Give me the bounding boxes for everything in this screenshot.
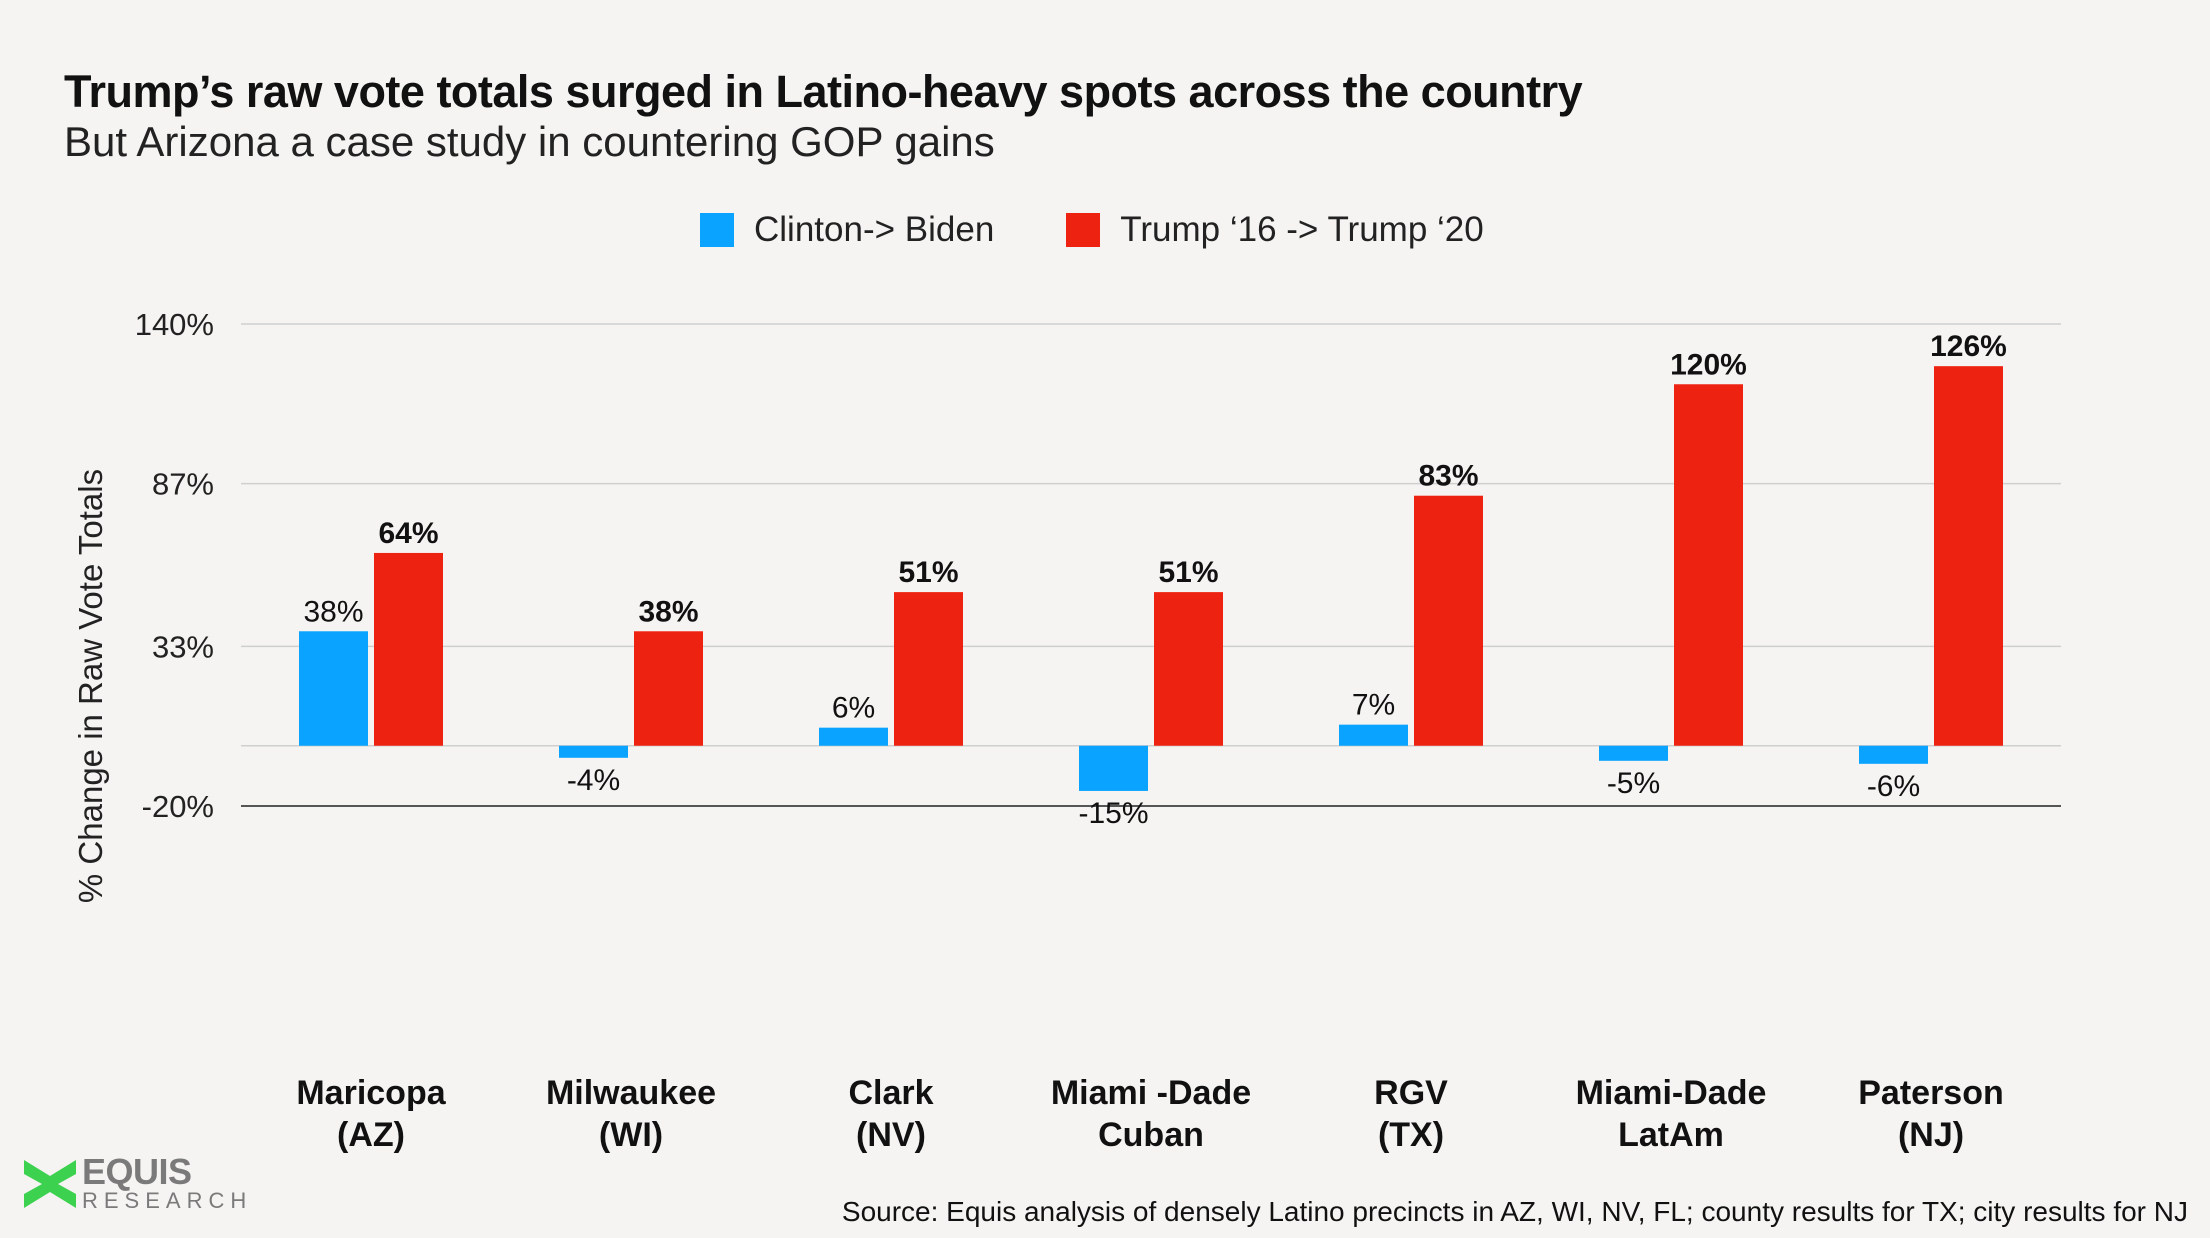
data-label: 6% bbox=[832, 692, 875, 725]
x-tick-label: Paterson bbox=[1858, 1074, 2004, 1112]
chart-title: Trump’s raw vote totals surged in Latino… bbox=[64, 66, 1583, 117]
x-tick-label: Miami -Dade bbox=[1051, 1074, 1251, 1112]
data-label: -4% bbox=[567, 764, 620, 797]
legend-swatch-blue bbox=[700, 213, 734, 247]
x-tick-label: Miami-Dade bbox=[1576, 1074, 1767, 1112]
x-tick-label: Clark bbox=[848, 1074, 933, 1112]
data-label: 7% bbox=[1352, 689, 1395, 722]
bar-biden bbox=[1079, 745, 1148, 791]
data-label: -5% bbox=[1607, 767, 1660, 800]
data-label: 126% bbox=[1930, 330, 2007, 363]
logo-sub: RESEARCH bbox=[82, 1188, 253, 1213]
legend-label: Trump ‘16 -> Trump ‘20 bbox=[1120, 210, 1484, 249]
legend-swatch-red bbox=[1066, 213, 1101, 247]
data-label: 64% bbox=[378, 517, 438, 550]
y-tick-label: -20% bbox=[142, 789, 214, 824]
x-tick-label: (NV) bbox=[856, 1116, 926, 1154]
data-label: 83% bbox=[1418, 460, 1478, 493]
bar-trump bbox=[374, 552, 443, 746]
x-tick-label: (AZ) bbox=[337, 1116, 405, 1154]
bar-biden bbox=[299, 631, 368, 746]
x-tick-label: (TX) bbox=[1378, 1116, 1444, 1154]
data-label: 120% bbox=[1670, 348, 1747, 381]
bar-trump bbox=[634, 631, 703, 746]
x-tick-label: RGV bbox=[1374, 1074, 1448, 1112]
chart-subtitle: But Arizona a case study in countering G… bbox=[64, 118, 995, 165]
x-tick-label: Cuban bbox=[1098, 1116, 1204, 1154]
data-label: 51% bbox=[898, 556, 958, 589]
bar-biden bbox=[1339, 724, 1408, 746]
bar-trump bbox=[1934, 366, 2003, 746]
equis-logo: EQUIS RESEARCH bbox=[24, 1151, 253, 1213]
legend: Clinton-> Biden Trump ‘16 -> Trump ‘20 bbox=[700, 210, 1556, 250]
x-tick-label: (WI) bbox=[599, 1116, 663, 1154]
legend-item-trump: Trump ‘16 -> Trump ‘20 bbox=[1066, 210, 1484, 250]
bar-trump bbox=[894, 592, 963, 746]
logo-main: EQUIS bbox=[82, 1151, 192, 1192]
data-label: -6% bbox=[1867, 770, 1920, 803]
bar-biden bbox=[559, 745, 628, 758]
bar-biden bbox=[819, 727, 888, 746]
x-tick-label: Milwaukee bbox=[546, 1074, 716, 1112]
bar-biden bbox=[1859, 745, 1928, 764]
bar-trump bbox=[1414, 495, 1483, 746]
y-tick-label: 87% bbox=[152, 467, 214, 502]
x-tick-label: LatAm bbox=[1618, 1116, 1724, 1154]
legend-item-biden: Clinton-> Biden bbox=[700, 210, 994, 250]
y-tick-label: 140% bbox=[135, 307, 214, 342]
y-tick-label: 33% bbox=[152, 629, 214, 664]
y-axis-title: % Change in Raw Vote Totals bbox=[72, 469, 109, 903]
x-tick-label: Maricopa bbox=[296, 1074, 446, 1112]
x-tick-label: (NJ) bbox=[1898, 1116, 1964, 1154]
data-label: 51% bbox=[1158, 556, 1218, 589]
bar-biden bbox=[1599, 745, 1668, 761]
data-label: -15% bbox=[1078, 797, 1148, 830]
data-label: 38% bbox=[638, 595, 698, 628]
data-label: 38% bbox=[303, 595, 363, 628]
legend-label: Clinton-> Biden bbox=[754, 210, 995, 249]
bar-trump bbox=[1674, 384, 1743, 746]
bar-trump bbox=[1154, 592, 1223, 746]
source-note: Source: Equis analysis of densely Latino… bbox=[841, 1196, 2188, 1227]
logo-x-icon bbox=[24, 1160, 76, 1208]
